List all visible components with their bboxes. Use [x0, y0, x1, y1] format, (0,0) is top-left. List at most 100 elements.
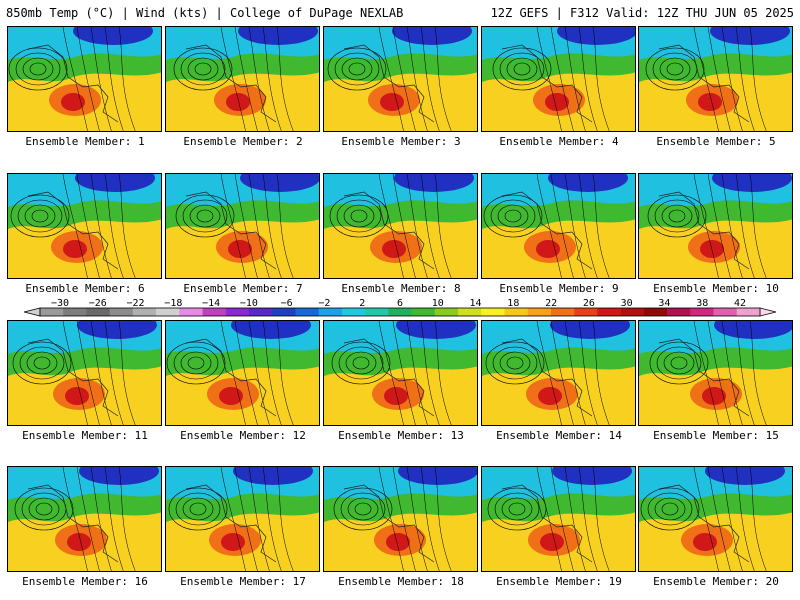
colorbar-frame [39, 307, 761, 317]
temperature-field [538, 387, 562, 405]
ensemble-map-panel [638, 173, 793, 279]
temperature-field [67, 533, 91, 551]
temperature-field [233, 467, 313, 485]
wind-contour [707, 174, 731, 278]
ensemble-member-label: Ensemble Member: 20 [653, 575, 779, 588]
colorbar-segment [713, 308, 738, 316]
wind-contour [173, 47, 233, 91]
wind-contour [666, 62, 684, 76]
wind-contour [578, 27, 598, 131]
colorbar-segment [411, 308, 436, 316]
coastline [27, 338, 119, 417]
wind-contour [392, 174, 416, 278]
wind-contour [104, 174, 124, 278]
colorbar-tick-label: 14 [470, 298, 482, 309]
ensemble-map-panel [165, 26, 320, 132]
temperature-field [548, 174, 628, 192]
wind-contour [647, 194, 707, 238]
colorbar-segment [504, 308, 529, 316]
temperature-field [384, 387, 408, 405]
wind-contour [343, 204, 375, 228]
wind-contour [22, 57, 54, 81]
wind-contour [506, 57, 538, 81]
wind-contour [659, 57, 691, 81]
ensemble-member-label: Ensemble Member: 2 [183, 135, 303, 148]
ensemble-member-label: Ensemble Member: 11 [22, 429, 148, 442]
temperature-field [700, 240, 724, 258]
wind-contour [347, 497, 379, 521]
wind-contour [721, 321, 743, 425]
colorbar-tick-label: 18 [507, 298, 519, 309]
ensemble-map-panel [7, 466, 162, 572]
wind-contour [327, 47, 387, 91]
wind-contour [693, 27, 719, 131]
wind-contour [550, 467, 574, 571]
temperature-field [77, 321, 157, 339]
wind-contour [166, 341, 226, 385]
wind-contour [564, 467, 586, 571]
ensemble-map-panel [7, 320, 162, 426]
model-valid-time: 12Z GEFS | F312 Valid: 12Z THU JUN 05 20… [490, 6, 794, 20]
wind-contour [378, 467, 404, 571]
ensemble-member-label: Ensemble Member: 3 [341, 135, 461, 148]
temperature-field [693, 533, 717, 551]
wind-contour [234, 321, 258, 425]
colorbar-tick-label: 30 [621, 298, 633, 309]
wind-contour [26, 351, 58, 375]
colorbar-segment [388, 308, 412, 316]
colorbar-tick-label: 42 [734, 298, 746, 309]
wind-contour [8, 47, 68, 91]
temperature-field [65, 387, 89, 405]
wind-contour [392, 321, 416, 425]
wind-contour [248, 467, 270, 571]
wind-contour [492, 47, 552, 91]
temperature-field [226, 93, 250, 111]
temperature-map [639, 467, 792, 571]
colorbar-segment [202, 308, 227, 316]
temperature-field [702, 387, 726, 405]
wind-contour [420, 321, 440, 425]
ensemble-map-panel [481, 466, 636, 572]
wind-contour [536, 27, 562, 131]
wind-contour [354, 502, 372, 516]
wind-contour [501, 497, 533, 521]
colorbar-tick-label: −26 [89, 298, 107, 309]
temperature-map [482, 27, 635, 131]
ensemble-member-label: Ensemble Member: 10 [653, 282, 779, 295]
colorbar-segment [620, 308, 645, 316]
ensemble-map-panel [638, 26, 793, 132]
wind-contour [513, 62, 531, 76]
wind-contour [338, 346, 384, 380]
wind-contour [392, 467, 416, 571]
wind-contour [735, 174, 755, 278]
temperature-map [324, 321, 477, 425]
wind-contour [707, 321, 731, 425]
ensemble-member-label: Ensemble Member: 19 [496, 575, 622, 588]
colorbar-segment [156, 308, 180, 316]
colorbar-segment [690, 308, 714, 316]
wind-contour [578, 321, 598, 425]
wind-contour [735, 27, 755, 131]
wind-contour [187, 57, 219, 81]
colorbar-tick-label: 26 [583, 298, 595, 309]
wind-contour [276, 27, 294, 131]
wind-contour [749, 27, 767, 131]
temperature-field [61, 93, 85, 111]
wind-contour [352, 356, 370, 370]
colorbar-segment [667, 308, 691, 316]
wind-contour [336, 199, 382, 233]
coastline [343, 191, 435, 270]
wind-contour [497, 204, 529, 228]
wind-contour [550, 174, 574, 278]
temperature-map [639, 174, 792, 278]
wind-contour [406, 174, 428, 278]
wind-contour [378, 27, 404, 131]
wind-contour [29, 62, 47, 76]
wind-contour [10, 194, 70, 238]
colorbar-segment [527, 308, 552, 316]
wind-contour [276, 174, 294, 278]
wind-contour [28, 497, 60, 521]
wind-contour [104, 321, 124, 425]
wind-contour [76, 321, 100, 425]
temperature-map [8, 467, 161, 571]
